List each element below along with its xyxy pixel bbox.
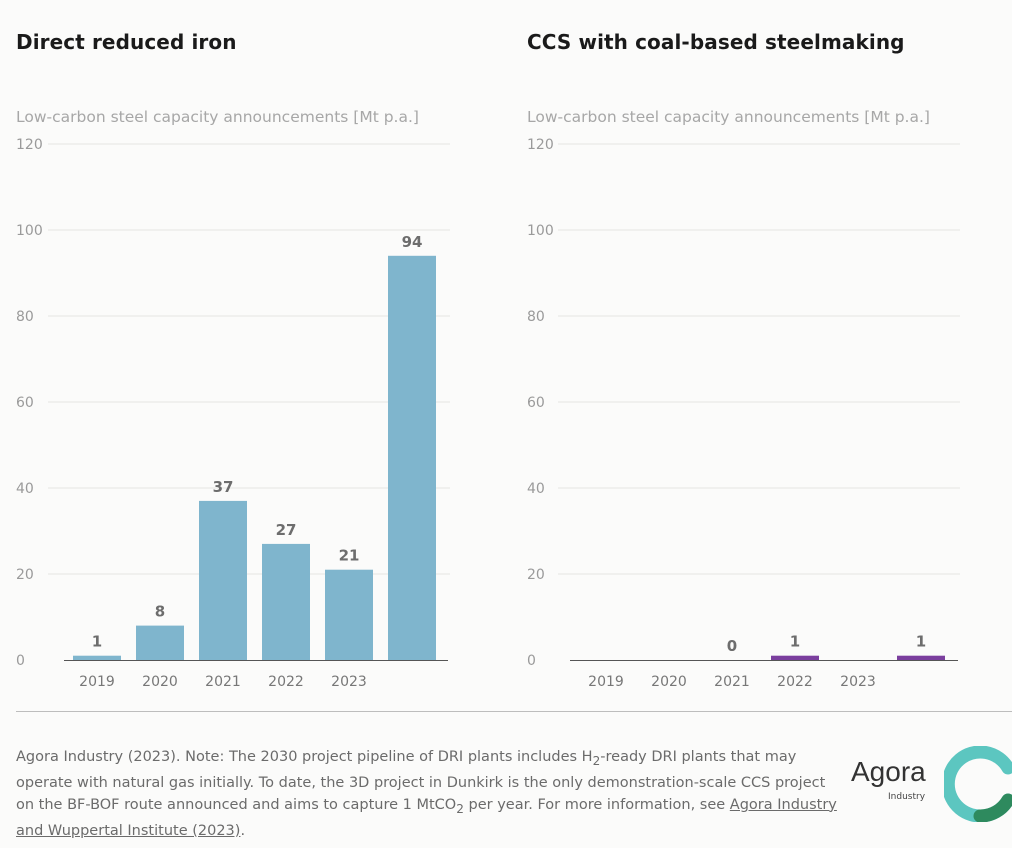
y-tick-label: 40	[16, 481, 34, 497]
data-label: 21	[339, 547, 360, 565]
x-tick-label: 2021	[205, 674, 241, 690]
data-label: 27	[276, 521, 297, 539]
logo-sub: Industry	[888, 792, 926, 802]
bar	[262, 543, 310, 660]
bar	[199, 500, 247, 660]
x-tick-label: 2020	[142, 674, 178, 690]
y-tick-label: 80	[16, 309, 34, 325]
y-axis-label: Low-carbon steel capacity announcements …	[527, 108, 930, 126]
y-tick-label: 20	[527, 567, 545, 583]
y-tick-label: 100	[527, 223, 554, 239]
x-tick-label: 2020	[651, 674, 687, 690]
y-tick-label: 120	[527, 137, 554, 153]
x-tick-label: 2023	[840, 674, 876, 690]
bar	[388, 255, 436, 661]
charts-svg: Low-carbon steel capacity announcements …	[16, 108, 960, 690]
data-label: 94	[402, 233, 423, 251]
logo-mark-icon	[944, 746, 1012, 822]
bar	[73, 655, 121, 660]
agora-logo: Agora Industry	[848, 746, 1012, 822]
footnote: Agora Industry (2023). Note: The 2030 pr…	[16, 746, 844, 842]
footnote-text-1: Agora Industry (2023). Note: The 2030 pr…	[16, 749, 593, 765]
y-tick-label: 40	[527, 481, 545, 497]
y-tick-label: 100	[16, 223, 43, 239]
footnote-sub-2: 2	[456, 801, 464, 816]
data-label: 1	[916, 633, 926, 651]
y-tick-label: 80	[527, 309, 545, 325]
y-axis-label: Low-carbon steel capacity announcements …	[16, 108, 419, 126]
bar	[897, 655, 945, 660]
logo-name: Agora	[851, 756, 926, 787]
source-link[interactable]: Agora Industry and Wuppertal Institute (…	[16, 796, 837, 839]
x-tick-label: 2023	[331, 674, 367, 690]
y-tick-label: 120	[16, 137, 43, 153]
footnote-text-end: .	[240, 822, 246, 839]
data-label: 8	[155, 603, 165, 621]
data-label: 0	[727, 637, 737, 655]
x-tick-label: 2022	[268, 674, 304, 690]
data-label: 1	[92, 633, 102, 651]
y-tick-label: 0	[527, 653, 536, 669]
footnote-text-2: -ready DRI plants that may operate with …	[16, 749, 826, 813]
x-tick-label: 2022	[777, 674, 813, 690]
bar	[325, 569, 373, 660]
data-label: 1	[790, 633, 800, 651]
y-tick-label: 20	[16, 567, 34, 583]
x-tick-label: 2019	[79, 674, 115, 690]
x-tick-label: 2019	[588, 674, 624, 690]
chart-title-dri: Direct reduced iron	[16, 30, 237, 54]
bar	[771, 655, 819, 660]
y-tick-label: 0	[16, 653, 25, 669]
x-tick-label: 2021	[714, 674, 750, 690]
footnote-sub-1: 2	[592, 753, 601, 768]
y-tick-label: 60	[16, 395, 34, 411]
bar	[136, 625, 184, 660]
y-tick-label: 60	[527, 395, 545, 411]
data-label: 37	[213, 478, 234, 496]
footnote-text-3: per year. For more information, see	[463, 796, 730, 813]
chart-title-ccs: CCS with coal-based steelmaking	[527, 30, 905, 54]
divider	[16, 711, 1012, 712]
